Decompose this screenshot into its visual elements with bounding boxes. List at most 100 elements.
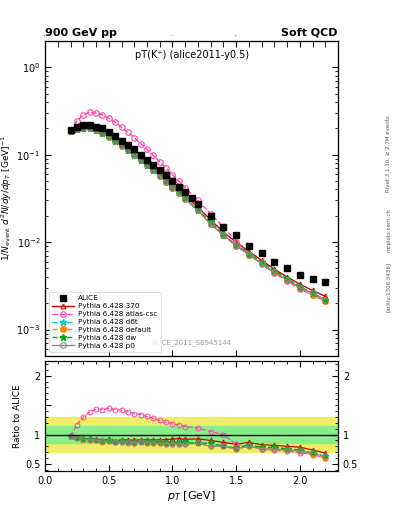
Pythia 6.428 dw: [259, 259, 264, 265]
Pythia 6.428 atlas-csc: [132, 135, 137, 141]
ALICE: [138, 152, 143, 158]
Pythia 6.428 atlas-csc: [183, 184, 187, 190]
Pythia 6.428 370: [100, 129, 105, 135]
Pythia 6.428 atlas-csc: [298, 286, 302, 292]
Pythia 6.428 atlas-csc: [221, 224, 226, 230]
Pythia 6.428 d6t: [113, 138, 118, 144]
Pythia 6.428 default: [132, 152, 137, 158]
Pythia 6.428 default: [176, 190, 181, 197]
Pythia 6.428 atlas-csc: [259, 261, 264, 267]
Pythia 6.428 d6t: [87, 125, 92, 131]
Pythia 6.428 dw: [81, 124, 86, 131]
Pythia 6.428 dw: [183, 195, 187, 201]
Pythia 6.428 p0: [170, 184, 175, 190]
Pythia 6.428 dw: [272, 268, 277, 274]
Pythia 6.428 dw: [176, 189, 181, 196]
Pythia 6.428 370: [87, 124, 92, 131]
ALICE: [164, 173, 169, 179]
Pythia 6.428 p0: [246, 251, 251, 258]
Pythia 6.428 default: [298, 285, 302, 291]
Pythia 6.428 dw: [164, 178, 169, 184]
Pythia 6.428 default: [87, 125, 92, 132]
Pythia 6.428 dw: [132, 151, 137, 157]
Pythia 6.428 dw: [196, 207, 200, 214]
Pythia 6.428 dw: [158, 173, 162, 179]
Pythia 6.428 dw: [138, 157, 143, 163]
ALICE: [285, 265, 289, 271]
Pythia 6.428 dw: [246, 250, 251, 257]
ALICE: [81, 122, 86, 128]
Pythia 6.428 default: [75, 125, 79, 132]
Pythia 6.428 d6t: [81, 124, 86, 131]
Pythia 6.428 370: [170, 181, 175, 187]
Pythia 6.428 atlas-csc: [75, 118, 79, 124]
Pythia 6.428 atlas-csc: [208, 211, 213, 217]
Pythia 6.428 d6t: [272, 268, 277, 274]
Legend: ALICE, Pythia 6.428 370, Pythia 6.428 atlas-csc, Pythia 6.428 d6t, Pythia 6.428 : ALICE, Pythia 6.428 370, Pythia 6.428 at…: [49, 292, 161, 352]
Pythia 6.428 atlas-csc: [145, 146, 149, 153]
Pythia 6.428 default: [272, 269, 277, 275]
Pythia 6.428 d6t: [138, 157, 143, 163]
Pythia 6.428 370: [158, 170, 162, 177]
Pythia 6.428 370: [272, 266, 277, 272]
ALICE: [189, 195, 194, 201]
Pythia 6.428 370: [75, 125, 79, 132]
Pythia 6.428 dw: [298, 284, 302, 290]
ALICE: [323, 279, 328, 285]
Pythia 6.428 dw: [119, 142, 124, 148]
Pythia 6.428 default: [208, 221, 213, 227]
Pythia 6.428 default: [68, 129, 73, 135]
Pythia 6.428 370: [107, 133, 111, 139]
Pythia 6.428 p0: [285, 277, 289, 283]
Pythia 6.428 d6t: [176, 189, 181, 196]
Pythia 6.428 p0: [298, 285, 302, 291]
ALICE: [94, 123, 99, 130]
ALICE: [75, 123, 79, 130]
Pythia 6.428 p0: [107, 134, 111, 140]
Pythia 6.428 d6t: [298, 284, 302, 290]
Pythia 6.428 p0: [151, 167, 156, 174]
Pythia 6.428 370: [208, 217, 213, 223]
Pythia 6.428 default: [94, 127, 99, 134]
Pythia 6.428 p0: [323, 296, 328, 303]
Pythia 6.428 370: [126, 145, 130, 152]
ALICE: [100, 125, 105, 132]
Pythia 6.428 p0: [310, 290, 315, 296]
Pythia 6.428 d6t: [259, 260, 264, 266]
ALICE: [176, 184, 181, 190]
Pythia 6.428 370: [196, 204, 200, 210]
Line: Pythia 6.428 d6t: Pythia 6.428 d6t: [68, 124, 329, 303]
Pythia 6.428 p0: [208, 221, 213, 227]
ALICE: [208, 212, 213, 219]
Pythia 6.428 p0: [68, 129, 73, 135]
Pythia 6.428 default: [126, 147, 130, 154]
Pythia 6.428 default: [323, 298, 328, 305]
Pythia 6.428 dw: [170, 184, 175, 190]
Pythia 6.428 d6t: [151, 167, 156, 173]
Pythia 6.428 p0: [132, 152, 137, 158]
Pythia 6.428 p0: [183, 196, 187, 202]
Pythia 6.428 default: [107, 134, 111, 140]
Pythia 6.428 atlas-csc: [310, 292, 315, 298]
ALICE: [221, 224, 226, 230]
Pythia 6.428 default: [234, 243, 239, 249]
Pythia 6.428 p0: [119, 142, 124, 148]
Pythia 6.428 dw: [107, 133, 111, 139]
ALICE: [119, 138, 124, 144]
Pythia 6.428 dw: [234, 242, 239, 248]
Pythia 6.428 default: [221, 232, 226, 238]
ALICE: [259, 250, 264, 256]
Pythia 6.428 atlas-csc: [113, 119, 118, 125]
Text: pT(K⁺) (alice2011-y0.5): pT(K⁺) (alice2011-y0.5): [134, 50, 249, 60]
Pythia 6.428 default: [145, 162, 149, 168]
Pythia 6.428 d6t: [107, 133, 111, 139]
ALICE: [158, 167, 162, 173]
Y-axis label: Ratio to ALICE: Ratio to ALICE: [13, 384, 22, 448]
Pythia 6.428 370: [285, 274, 289, 280]
Pythia 6.428 atlas-csc: [151, 153, 156, 159]
Pythia 6.428 dw: [113, 138, 118, 144]
Pythia 6.428 p0: [81, 125, 86, 131]
Pythia 6.428 default: [259, 261, 264, 267]
Pythia 6.428 p0: [196, 207, 200, 214]
Pythia 6.428 370: [221, 229, 226, 235]
